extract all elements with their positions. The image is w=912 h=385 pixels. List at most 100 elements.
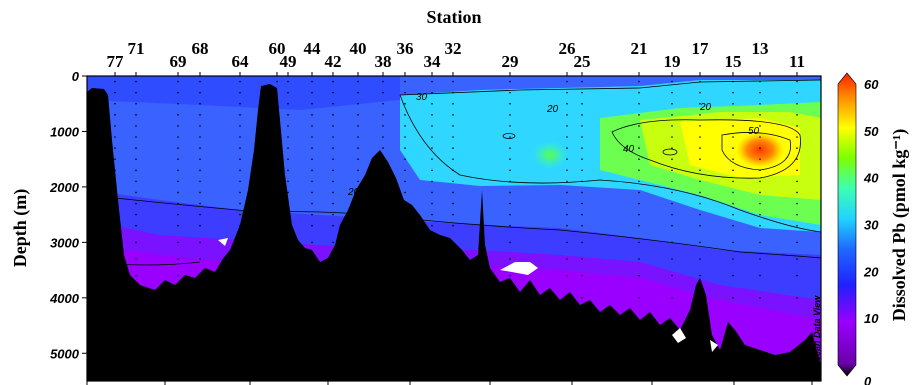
sample-dot (431, 125, 433, 127)
sample-dot (509, 136, 511, 138)
sample-dot (239, 202, 241, 205)
sample-dot (177, 241, 179, 244)
sample-dot (431, 158, 433, 160)
sample-dot (671, 202, 673, 205)
sample-dot (796, 191, 798, 194)
sample-dot (671, 169, 673, 172)
sample-dot (404, 191, 406, 194)
sample-dot (135, 224, 137, 227)
y-tick-label: 0 (72, 69, 80, 84)
sample-dot (581, 147, 583, 149)
chart-title: Station (426, 7, 481, 27)
sample-dot (452, 213, 454, 216)
sample-dot (452, 191, 454, 194)
sample-dot (759, 241, 761, 244)
sample-dot (796, 213, 798, 216)
sample-dot (566, 136, 568, 138)
sample-dot (699, 169, 701, 172)
station-label: 71 (128, 39, 145, 58)
station-label: 69 (170, 52, 187, 71)
station-label: 38 (375, 52, 392, 71)
sample-dot (509, 125, 511, 127)
sample-dot (638, 241, 640, 244)
sample-dot (311, 158, 313, 160)
station-label: 34 (424, 52, 442, 71)
station-label: 32 (445, 39, 462, 58)
colorbar-tick-label: 60 (864, 77, 879, 92)
sample-dot (581, 241, 583, 244)
sample-dot (509, 158, 511, 160)
sample-dot (452, 91, 454, 94)
sample-dot (796, 125, 798, 127)
sample-dot (509, 202, 511, 205)
sample-dot (177, 102, 179, 105)
sample-dot (332, 202, 334, 205)
sample-dot (732, 91, 734, 94)
sample-dot (638, 191, 640, 194)
sample-dot (287, 125, 289, 127)
sample-dot (135, 91, 137, 94)
sample-dot (581, 169, 583, 172)
sample-dot (796, 274, 798, 277)
y-tick-label: 2000 (49, 180, 80, 195)
sample-dot (311, 80, 313, 83)
sample-dot (732, 102, 734, 105)
sample-dot (177, 191, 179, 194)
sample-dot (135, 80, 137, 83)
sample-dot (199, 213, 201, 216)
sample-dot (357, 125, 359, 127)
sample-dot (357, 136, 359, 138)
station-label: 17 (692, 39, 710, 58)
station-label: 11 (789, 52, 805, 71)
sample-dot (431, 80, 433, 83)
sample-dot (566, 102, 568, 105)
sample-dot (452, 102, 454, 105)
sample-dot (732, 136, 734, 138)
sample-dot (452, 158, 454, 160)
sample-dot (177, 114, 179, 116)
sample-dot (699, 102, 701, 105)
sample-dot (135, 136, 137, 138)
colorbar-label: Dissolved Pb (pmol kg⁻¹) (889, 129, 910, 321)
sample-dot (759, 258, 761, 260)
sample-dot (199, 180, 201, 183)
sample-dot (177, 180, 179, 183)
sample-dot (699, 158, 701, 160)
sample-dot (581, 125, 583, 127)
y-tick-label: 4000 (49, 291, 80, 306)
sample-dot (287, 136, 289, 138)
sample-dot (287, 80, 289, 83)
y-tick-label: 3000 (50, 235, 80, 250)
sample-dot (638, 169, 640, 172)
sample-dot (699, 91, 701, 94)
sample-dot (452, 114, 454, 116)
sample-dot (509, 147, 511, 149)
sample-dot (671, 80, 673, 83)
sample-dot (671, 91, 673, 94)
sample-dot (199, 125, 201, 127)
sample-dot (638, 224, 640, 227)
sample-dot (311, 241, 313, 244)
sample-dot (566, 158, 568, 160)
sample-dot (311, 169, 313, 172)
sample-dot (566, 274, 568, 277)
sample-dot (509, 224, 511, 227)
sample-dot (239, 125, 241, 127)
sample-dot (509, 180, 511, 183)
station-label: 13 (752, 39, 769, 58)
sample-dot (311, 125, 313, 127)
sample-dot (566, 258, 568, 260)
sample-dot (699, 258, 701, 260)
sample-dot (199, 114, 201, 116)
sample-dot (638, 102, 640, 105)
sample-dot (638, 297, 640, 299)
station-label: 40 (350, 39, 367, 58)
sample-dot (431, 136, 433, 138)
sample-dot (332, 125, 334, 127)
sample-dot (114, 102, 116, 105)
sample-dot (287, 147, 289, 149)
sample-dot (177, 147, 179, 149)
sample-dot (199, 80, 201, 83)
sample-dot (581, 191, 583, 194)
